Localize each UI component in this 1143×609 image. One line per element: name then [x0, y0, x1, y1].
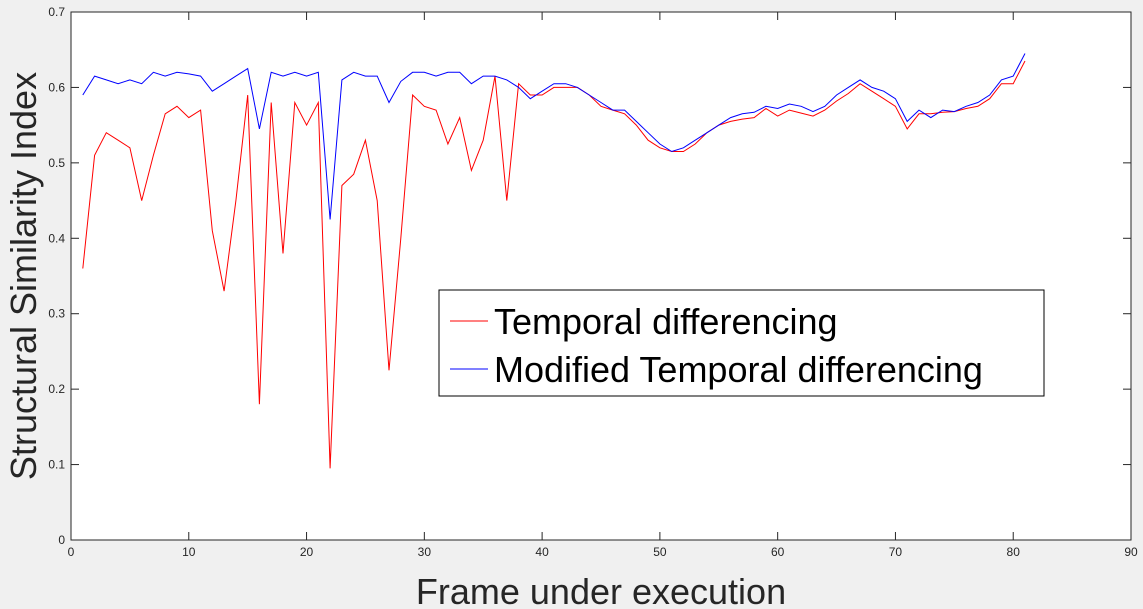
y-tick-label: 0.5 [48, 156, 65, 170]
x-tick-label: 40 [535, 545, 549, 559]
x-tick-label: 70 [889, 545, 903, 559]
axes-box [70, 11, 1132, 541]
x-tick-label: 60 [771, 545, 785, 559]
y-tick-label: 0.3 [48, 307, 65, 321]
legend-box [438, 289, 1045, 397]
y-tick-label: 0 [58, 533, 65, 547]
legend-label-modified-temporal-differencing: Modified Temporal differencing [494, 349, 983, 390]
x-tick-label: 90 [1124, 545, 1138, 559]
x-tick-label: 20 [300, 545, 314, 559]
y-tick-label: 0.6 [48, 80, 65, 94]
x-tick-label: 0 [68, 545, 75, 559]
x-axis-label: Frame under execution [416, 571, 786, 609]
y-tick-label: 0.1 [48, 458, 65, 472]
y-tick-label: 0.4 [48, 231, 65, 245]
legend-label-temporal-differencing: Temporal differencing [494, 301, 838, 342]
series-line-temporal-differencing [82, 60, 1026, 469]
y-tick-label: 0.2 [48, 382, 65, 396]
x-tick-label: 80 [1007, 545, 1021, 559]
y-axis-label: Structural Similarity Index [3, 72, 44, 480]
series-line-modified-temporal-differencing [82, 53, 1026, 220]
legend: Temporal differencing Modified Temporal … [438, 289, 1045, 397]
plot-area [71, 12, 1131, 540]
x-tick-label: 10 [182, 545, 196, 559]
y-tick-label: 0.7 [48, 5, 65, 19]
x-tick-label: 30 [418, 545, 432, 559]
x-tick-label: 50 [653, 545, 667, 559]
